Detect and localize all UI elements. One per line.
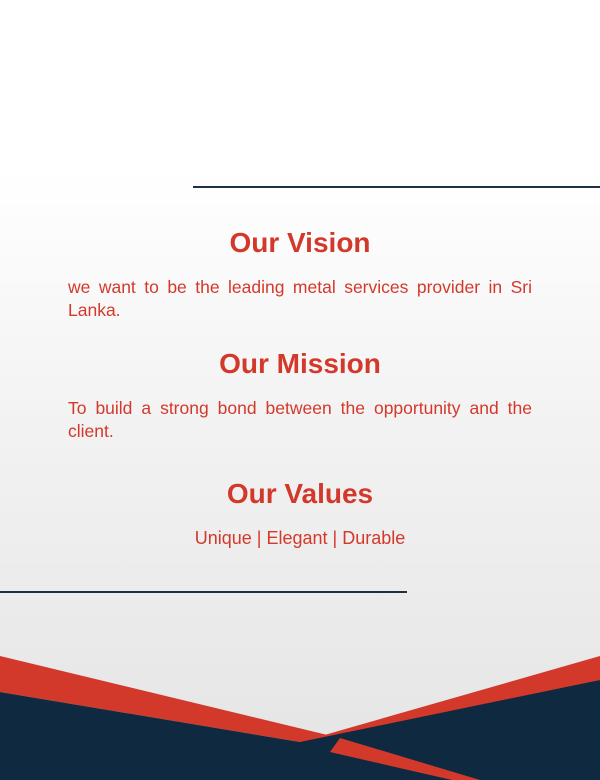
bottom-divider-line [0, 591, 407, 593]
vision-text: we want to be the leading metal services… [68, 277, 532, 320]
footer-chevron-decoration [0, 656, 600, 780]
mission-text: To build a strong bond between the oppor… [68, 398, 532, 441]
top-divider-line [193, 186, 600, 188]
footer-navy-base [0, 680, 600, 780]
footer-red-band-left [0, 656, 340, 742]
values-text: Unique | Elegant | Durable [194, 528, 406, 548]
values-heading: Our Values [226, 478, 374, 509]
mission-heading: Our Mission [219, 348, 381, 379]
vision-heading: Our Vision [229, 227, 371, 258]
footer-red-diagonal-stripe [330, 738, 480, 780]
